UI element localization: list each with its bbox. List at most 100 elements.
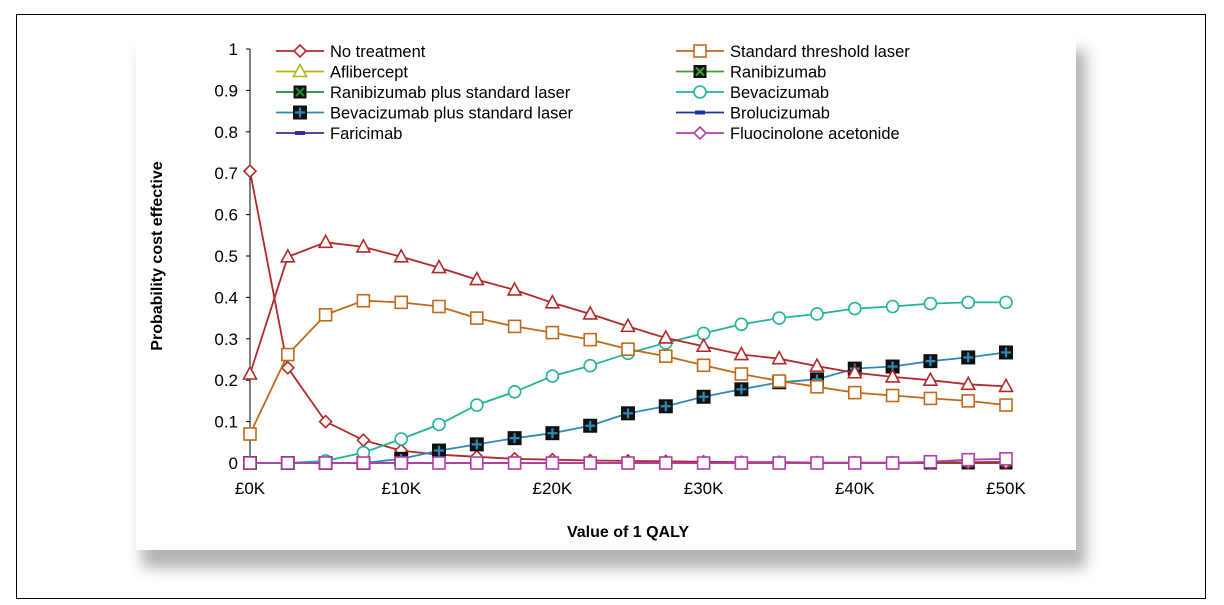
data-point-aflibercept — [998, 377, 1014, 393]
data-point-overlay — [243, 456, 257, 470]
y-tick-label: 0.2 — [214, 371, 238, 390]
data-point-standard-threshold-laser — [810, 380, 824, 394]
data-point-overlay — [923, 454, 938, 469]
y-tick-label: 0.6 — [214, 206, 238, 225]
legend-label: Brolucizumab — [730, 105, 830, 123]
data-point-overlay — [696, 456, 711, 470]
data-point-standard-threshold-laser — [885, 388, 900, 403]
data-point-standard-threshold-laser — [847, 385, 862, 400]
data-point-overlay — [734, 456, 749, 470]
axes: 0 0.1 0.2 0.3 0.4 0.5 0.6 0.7 0.8 0.9 1 £0K £10K £20K… — [214, 40, 1026, 498]
data-point-aflibercept — [620, 317, 636, 333]
data-point-bevacizumab — [432, 417, 446, 432]
legend-label: Ranibizumab plus standard laser — [330, 84, 571, 102]
legend-marker — [693, 44, 707, 58]
data-point-bevacizumab-plus-standard-laser — [507, 431, 522, 446]
legend-entry-brolucizumab: Brolucizumab — [676, 105, 830, 123]
data-point-overlay — [772, 456, 787, 470]
data-point-overlay — [583, 456, 598, 470]
data-point-overlay — [999, 452, 1013, 466]
data-point-aflibercept — [544, 294, 561, 309]
data-point-standard-threshold-laser — [999, 398, 1013, 412]
data-point-overlay — [810, 456, 824, 470]
legend-label: No treatment — [330, 43, 426, 61]
data-point-bevacizumab-plus-standard-laser — [583, 418, 598, 433]
legend-label: Bevacizumab — [730, 84, 829, 102]
data-point-overlay — [847, 456, 862, 470]
data-point-aflibercept — [733, 345, 750, 361]
data-point-bevacizumab — [961, 295, 976, 310]
legend-label: Standard threshold laser — [730, 43, 910, 61]
data-point-bevacizumab-plus-standard-laser — [658, 399, 673, 414]
data-point-standard-threshold-laser — [961, 394, 976, 408]
x-tick-label: £50K — [986, 479, 1026, 498]
data-point-bevacizumab-plus-standard-laser — [961, 350, 976, 365]
legend-marker — [693, 65, 707, 78]
x-tick-label: £30K — [684, 479, 724, 498]
data-point-aflibercept — [279, 248, 296, 263]
data-point-bevacizumab-plus-standard-laser — [432, 443, 446, 458]
data-point-aflibercept — [355, 238, 372, 253]
data-point-standard-threshold-laser — [507, 319, 522, 334]
data-point-overlay — [545, 456, 560, 470]
legend-marker — [695, 110, 705, 115]
data-point-bevacizumab — [923, 296, 938, 311]
data-point-aflibercept — [431, 258, 447, 274]
data-point-overlay — [961, 452, 976, 467]
data-point-aflibercept — [809, 357, 825, 372]
data-point-bevacizumab — [847, 301, 862, 316]
data-point-bevacizumab — [469, 398, 484, 412]
data-point-bevacizumab-plus-standard-laser — [545, 426, 560, 441]
legend-marker — [693, 85, 707, 99]
y-tick-label: 0 — [229, 454, 238, 473]
data-point-bevacizumab — [772, 311, 787, 325]
x-tick-label: £20K — [533, 479, 573, 498]
y-tick-label: 0.7 — [214, 164, 238, 183]
series-standard-threshold-laser — [243, 293, 1013, 441]
data-point-standard-threshold-laser — [280, 347, 295, 362]
data-point-standard-threshold-laser — [734, 367, 749, 381]
legend-entry-ranibizumab-plus-standard-laser: Ranibizumab plus standard laser — [276, 84, 571, 102]
data-point-standard-threshold-laser — [772, 374, 787, 388]
data-point-standard-threshold-laser — [923, 391, 938, 406]
data-point-bevacizumab-plus-standard-laser — [696, 389, 711, 404]
legend-label: Bevacizumab plus standard laser — [330, 105, 574, 123]
data-point-bevacizumab — [999, 295, 1013, 310]
data-point-overlay — [507, 456, 522, 470]
y-tick-label: 0.4 — [214, 288, 238, 307]
data-point-no-treatment — [242, 163, 258, 179]
series-layer — [242, 163, 1014, 471]
legend: No treatment Aflibercept Ranibizumab plus … — [276, 43, 910, 143]
data-point-bevacizumab — [885, 299, 900, 314]
legend-entry-bevacizumab-plus-standard-laser: Bevacizumab plus standard laser — [276, 105, 574, 123]
x-tick-label: £10K — [381, 479, 421, 498]
data-point-bevacizumab-plus-standard-laser — [999, 345, 1013, 360]
data-point-bevacizumab — [583, 358, 598, 373]
data-point-standard-threshold-laser — [243, 427, 257, 441]
data-point-overlay — [280, 456, 295, 470]
data-point-standard-threshold-laser — [394, 295, 409, 310]
data-point-standard-threshold-laser — [432, 299, 446, 314]
data-point-bevacizumab — [545, 369, 560, 383]
data-point-overlay — [432, 456, 446, 470]
y-tick-label: 0.1 — [214, 413, 238, 432]
data-point-aflibercept — [242, 365, 258, 380]
legend-entry-no-treatment: No treatment — [276, 43, 426, 61]
data-point-overlay — [356, 456, 371, 470]
data-point-aflibercept — [468, 270, 485, 286]
legend-marker — [293, 105, 307, 120]
data-point-no-treatment — [356, 433, 371, 448]
legend-marker — [692, 125, 708, 141]
legend-marker — [292, 62, 308, 78]
data-point-aflibercept — [582, 305, 599, 320]
data-point-overlay — [621, 456, 635, 470]
data-point-aflibercept — [846, 364, 863, 379]
data-point-standard-threshold-laser — [318, 307, 333, 322]
data-point-no-treatment — [280, 360, 295, 375]
data-point-bevacizumab-plus-standard-laser — [923, 354, 938, 369]
data-point-bevacizumab — [507, 384, 522, 399]
legend-entry-bevacizumab: Bevacizumab — [676, 84, 829, 102]
data-point-overlay — [394, 456, 409, 470]
data-point-standard-threshold-laser — [583, 332, 598, 347]
